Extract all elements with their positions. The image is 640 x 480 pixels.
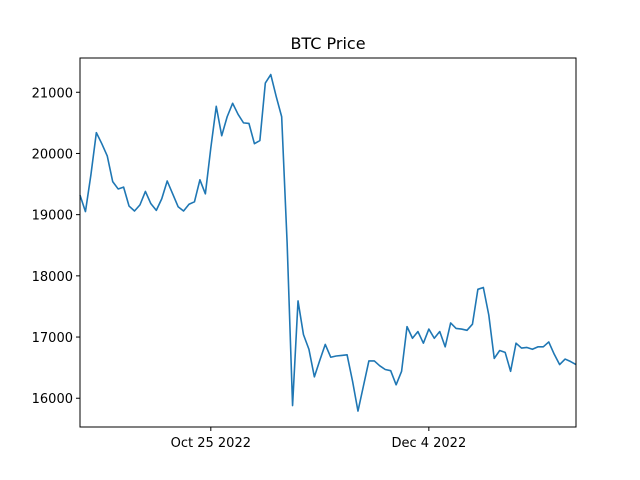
y-tick-label: 16000 — [32, 392, 73, 407]
y-axis: 16000 17000 18000 19000 20000 21000 — [32, 86, 80, 407]
y-tick-label: 18000 — [32, 270, 73, 285]
x-tick-label: Oct 25 2022 — [171, 436, 251, 451]
x-axis: Oct 25 2022 Dec 4 2022 — [171, 427, 466, 451]
y-tick-label: 21000 — [32, 86, 73, 101]
price-series-line — [79, 73, 577, 412]
y-tick-label: 20000 — [32, 147, 73, 162]
chart-title: BTC Price — [290, 34, 365, 53]
y-tick-label: 17000 — [32, 331, 73, 346]
y-tick-label: 19000 — [32, 209, 73, 224]
x-tick-label: Dec 4 2022 — [391, 436, 466, 451]
plot-frame — [79, 57, 577, 428]
